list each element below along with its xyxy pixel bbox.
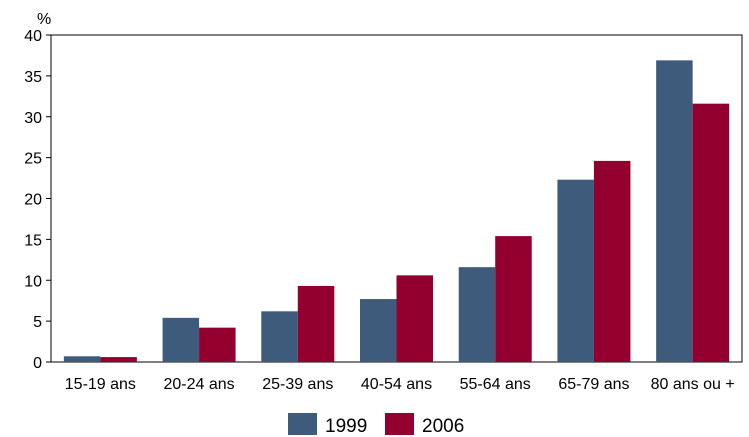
x-axis: 15-19 ans 20-24 ans 25-39 ans 40-54 ans 55-6… <box>65 376 735 393</box>
bar-1999-0 <box>63 356 101 362</box>
legend-label-1999: 1999 <box>325 416 367 437</box>
y-tick-label: 40 <box>24 28 42 45</box>
legend-swatch-2006 <box>385 413 414 435</box>
y-tick-label: 20 <box>24 192 42 209</box>
bar-2006-5 <box>593 160 631 362</box>
x-tick-label: 20-24 ans <box>163 376 234 393</box>
bar-2006-6 <box>692 103 730 363</box>
x-tick-label: 40-54 ans <box>361 376 432 393</box>
bar-1999-6 <box>656 60 693 362</box>
y-tick-label: 30 <box>24 110 42 127</box>
bars <box>63 60 730 363</box>
legend-label-2006: 2006 <box>422 416 464 437</box>
bar-1999-3 <box>360 299 397 362</box>
x-tick-label: 65-79 ans <box>558 376 629 393</box>
bar-2006-1 <box>199 327 236 362</box>
bar-2006-0 <box>100 357 137 362</box>
bar-1999-5 <box>557 179 594 362</box>
bar-1999-2 <box>261 311 298 362</box>
x-tick-label: 15-19 ans <box>65 376 136 393</box>
y-tick-label: 5 <box>33 314 42 331</box>
bar-1999-4 <box>458 267 496 362</box>
legend-swatch-1999 <box>288 413 317 435</box>
y-axis-label: % <box>37 11 51 28</box>
y-tick-label: 25 <box>24 151 42 168</box>
y-tick-label: 35 <box>24 69 42 86</box>
y-tick-label: 0 <box>33 355 42 372</box>
y-tick-label: 10 <box>24 273 42 290</box>
bar-2006-3 <box>396 275 433 362</box>
bar-2006-2 <box>297 285 335 362</box>
legend: 1999 2006 <box>288 413 464 437</box>
x-tick-label: 55-64 ans <box>460 376 531 393</box>
x-tick-label: 25-39 ans <box>262 376 333 393</box>
y-tick-label: 15 <box>24 232 42 249</box>
bar-2006-4 <box>495 236 532 362</box>
x-tick-label: 80 ans ou + <box>651 376 735 393</box>
bar-1999-1 <box>162 317 200 362</box>
